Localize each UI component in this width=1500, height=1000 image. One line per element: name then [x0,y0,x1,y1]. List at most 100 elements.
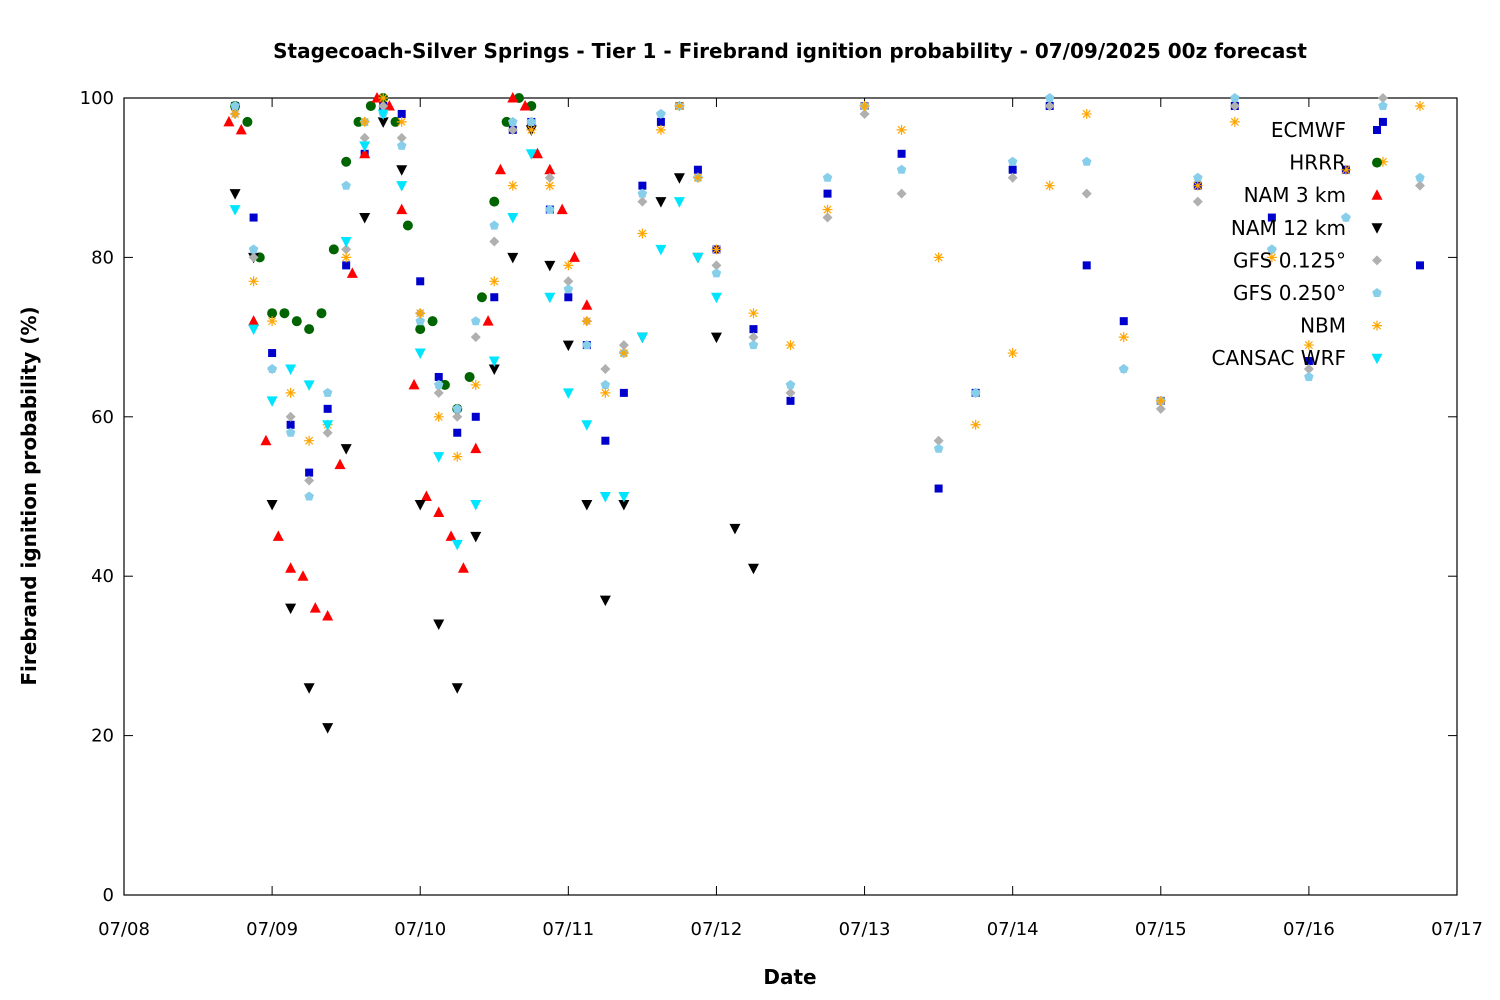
x-axis-title: Date [763,965,816,989]
data-point [785,379,796,389]
data-point [519,99,531,111]
data-point [285,427,296,437]
data-point [445,530,457,541]
data-point [452,403,462,413]
data-point [618,340,629,351]
series-5 [230,93,1425,501]
data-point [1192,180,1203,191]
data-point [304,491,314,501]
data-point [414,499,426,511]
data-point [1267,244,1277,254]
x-tick-label: 07/12 [691,919,743,940]
data-point [396,203,408,215]
data-point [859,108,870,119]
data-point [1378,101,1388,110]
data-point [1192,196,1203,207]
data-point [673,173,685,184]
data-point [507,252,519,264]
data-point [397,140,407,150]
series-1 [230,93,537,414]
data-point [1044,100,1055,111]
data-point [1007,348,1018,359]
data-point [822,204,833,215]
data-point [1378,117,1387,126]
x-tick-label: 07/08 [98,919,150,940]
data-point [655,124,666,135]
data-point [563,276,574,287]
data-point [544,180,555,191]
data-point [464,371,475,382]
data-point [1377,156,1388,167]
data-point [396,181,408,192]
data-point [378,93,389,103]
data-point [711,260,722,271]
data-point [451,683,463,694]
data-point [1303,363,1314,374]
data-point [1119,364,1129,373]
legend: ECMWF HRRR NAM 3 km NAM 12 km GFS 0.125° GFS … [1211,118,1383,370]
data-point [1267,213,1276,222]
data-point [353,116,364,127]
data-point [525,149,537,160]
data-point [266,499,278,511]
data-point [341,156,352,167]
data-point [416,277,425,286]
data-point [272,530,284,541]
legend-marker [1371,223,1383,234]
data-point [618,492,630,503]
data-point [823,189,832,198]
data-point [397,109,406,118]
data-point [1230,93,1240,102]
legend-label: CANSAC WRF [1211,346,1346,370]
data-point [415,316,425,326]
data-point [279,308,290,319]
legend-marker [1372,255,1382,266]
data-point [544,172,555,183]
data-point [693,165,702,174]
data-point [457,562,469,573]
data-point [544,260,556,272]
data-point [383,99,395,111]
y-tick-label: 20 [91,726,114,747]
data-point [786,396,795,405]
x-tick-label: 07/13 [839,919,891,940]
data-point [286,420,295,429]
series-7 [229,109,722,551]
legend-label: NAM 3 km [1244,183,1346,207]
data-point [223,115,235,127]
data-point [692,252,704,264]
data-point [581,316,592,327]
data-point [359,141,371,152]
data-point [396,165,408,176]
data-point [490,293,499,302]
data-point [729,523,741,535]
data-point [1082,261,1091,270]
data-point [433,619,445,631]
data-point [305,468,314,477]
data-point [341,244,352,255]
data-point [618,348,629,359]
x-tick-label: 07/11 [542,919,594,940]
data-point [600,363,611,374]
legend-marker [1371,353,1383,365]
data-point [556,203,568,215]
data-point [285,411,296,422]
data-point [748,340,759,350]
data-point [304,435,315,446]
data-point [563,260,574,271]
data-point [377,109,389,120]
data-point [636,332,648,344]
data-point [322,723,334,734]
data-point [303,380,315,391]
data-point [359,132,370,143]
data-point [656,108,666,118]
data-point [359,147,371,159]
data-point [266,396,278,407]
data-point [933,443,944,453]
data-point [785,340,796,351]
data-point [229,189,241,200]
data-point [656,117,665,126]
data-point [637,196,648,207]
data-point [390,116,401,127]
